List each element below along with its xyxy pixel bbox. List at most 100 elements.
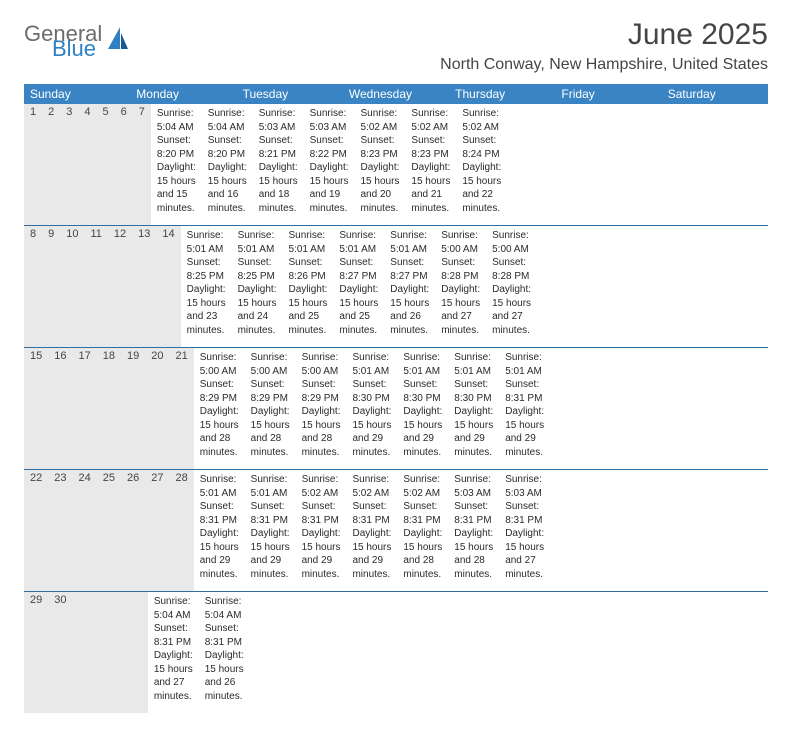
day-number: 14 bbox=[156, 226, 180, 347]
day-number: 3 bbox=[60, 104, 78, 225]
day-detail-line: Daylight: 15 hours bbox=[208, 161, 247, 188]
day-cell: Sunrise: 5:01 AMSunset: 8:25 PMDaylight:… bbox=[181, 226, 232, 347]
day-detail-line: and 15 minutes. bbox=[157, 188, 196, 215]
day-detail-line: Daylight: 15 hours bbox=[187, 283, 226, 310]
day-detail-line: and 25 minutes. bbox=[339, 310, 378, 337]
day-cell: Sunrise: 5:04 AMSunset: 8:20 PMDaylight:… bbox=[151, 104, 202, 225]
day-cell: Sunrise: 5:00 AMSunset: 8:29 PMDaylight:… bbox=[245, 348, 296, 469]
day-detail-line: Daylight: 15 hours bbox=[238, 283, 277, 310]
day-detail-line: Sunset: 8:31 PM bbox=[505, 500, 544, 527]
day-number: 27 bbox=[145, 470, 169, 591]
week-row: 891011121314Sunrise: 5:01 AMSunset: 8:25… bbox=[24, 226, 768, 348]
day-detail-line: Sunset: 8:21 PM bbox=[259, 134, 298, 161]
day-cell: Sunrise: 5:01 AMSunset: 8:26 PMDaylight:… bbox=[282, 226, 333, 347]
day-detail-line: and 27 minutes. bbox=[505, 554, 544, 581]
day-number: 2 bbox=[42, 104, 60, 225]
day-detail-line: Daylight: 15 hours bbox=[505, 527, 544, 554]
day-cell: Sunrise: 5:01 AMSunset: 8:30 PMDaylight:… bbox=[397, 348, 448, 469]
day-detail-line: Sunset: 8:23 PM bbox=[361, 134, 400, 161]
day-detail-line: Sunset: 8:31 PM bbox=[251, 500, 290, 527]
week-row: 1234567Sunrise: 5:04 AMSunset: 8:20 PMDa… bbox=[24, 104, 768, 226]
day-number: 19 bbox=[121, 348, 145, 469]
day-cell: Sunrise: 5:01 AMSunset: 8:31 PMDaylight:… bbox=[194, 470, 245, 591]
logo: General Blue bbox=[24, 18, 130, 60]
day-number: 17 bbox=[73, 348, 97, 469]
day-detail-line: Daylight: 15 hours bbox=[251, 527, 290, 554]
day-cell: Sunrise: 5:00 AMSunset: 8:29 PMDaylight:… bbox=[296, 348, 347, 469]
day-detail-line: and 18 minutes. bbox=[259, 188, 298, 215]
day-detail-line: Sunset: 8:31 PM bbox=[454, 500, 493, 527]
day-cell: Sunrise: 5:02 AMSunset: 8:24 PMDaylight:… bbox=[456, 104, 507, 225]
day-detail-line: Sunset: 8:23 PM bbox=[411, 134, 450, 161]
day-number: 29 bbox=[24, 592, 48, 713]
day-detail-line: and 19 minutes. bbox=[310, 188, 349, 215]
day-cell: Sunrise: 5:01 AMSunset: 8:27 PMDaylight:… bbox=[384, 226, 435, 347]
day-detail-line: Sunrise: 5:02 AM bbox=[462, 107, 501, 134]
day-detail-line: Daylight: 15 hours bbox=[454, 527, 493, 554]
day-detail-line: Sunrise: 5:01 AM bbox=[403, 351, 442, 378]
day-number: 18 bbox=[97, 348, 121, 469]
day-detail-line: Sunset: 8:24 PM bbox=[462, 134, 501, 161]
location: North Conway, New Hampshire, United Stat… bbox=[440, 56, 768, 74]
day-detail-line: Sunrise: 5:00 AM bbox=[200, 351, 239, 378]
day-detail-line: Sunset: 8:31 PM bbox=[352, 500, 391, 527]
day-detail-line: Daylight: 15 hours bbox=[505, 405, 544, 432]
day-number: 21 bbox=[170, 348, 194, 469]
day-cell: Sunrise: 5:01 AMSunset: 8:31 PMDaylight:… bbox=[499, 348, 550, 469]
day-detail-line: Daylight: 15 hours bbox=[462, 161, 501, 188]
day-cell: Sunrise: 5:00 AMSunset: 8:28 PMDaylight:… bbox=[486, 226, 537, 347]
day-detail-line: Daylight: 15 hours bbox=[205, 649, 244, 676]
day-detail-line: Sunrise: 5:02 AM bbox=[352, 473, 391, 500]
day-number: 12 bbox=[108, 226, 132, 347]
day-detail-line: Daylight: 15 hours bbox=[411, 161, 450, 188]
day-detail-line: Sunset: 8:20 PM bbox=[208, 134, 247, 161]
day-detail-line: Sunrise: 5:01 AM bbox=[352, 351, 391, 378]
day-detail-line: Sunset: 8:22 PM bbox=[310, 134, 349, 161]
day-number: 9 bbox=[42, 226, 60, 347]
day-detail-line: and 23 minutes. bbox=[187, 310, 226, 337]
month-title: June 2025 bbox=[440, 18, 768, 52]
day-detail-line: Daylight: 15 hours bbox=[200, 405, 239, 432]
day-detail-line: Daylight: 15 hours bbox=[251, 405, 290, 432]
day-cell: Sunrise: 5:04 AMSunset: 8:31 PMDaylight:… bbox=[199, 592, 250, 713]
day-detail-line: Sunrise: 5:01 AM bbox=[288, 229, 327, 256]
day-detail-line: Sunrise: 5:01 AM bbox=[187, 229, 226, 256]
weekday-header: Thursday bbox=[449, 84, 555, 104]
day-detail-line: Sunrise: 5:01 AM bbox=[454, 351, 493, 378]
day-number: 24 bbox=[73, 470, 97, 591]
day-detail-line: Sunrise: 5:01 AM bbox=[339, 229, 378, 256]
day-detail-line: Sunset: 8:31 PM bbox=[505, 378, 544, 405]
day-detail-line: Sunset: 8:29 PM bbox=[302, 378, 341, 405]
weekday-header: Tuesday bbox=[237, 84, 343, 104]
day-detail-line: and 16 minutes. bbox=[208, 188, 247, 215]
week-row: 15161718192021Sunrise: 5:00 AMSunset: 8:… bbox=[24, 348, 768, 470]
day-detail-line: Daylight: 15 hours bbox=[157, 161, 196, 188]
day-detail-line: and 21 minutes. bbox=[411, 188, 450, 215]
day-detail-line: and 29 minutes. bbox=[302, 554, 341, 581]
day-detail-line: and 29 minutes. bbox=[200, 554, 239, 581]
day-detail-line: Sunset: 8:31 PM bbox=[154, 622, 193, 649]
day-detail-line: and 28 minutes. bbox=[302, 432, 341, 459]
day-detail-line: Daylight: 15 hours bbox=[390, 283, 429, 310]
day-detail-line: and 29 minutes. bbox=[505, 432, 544, 459]
day-detail-line: Daylight: 15 hours bbox=[310, 161, 349, 188]
day-detail-line: Daylight: 15 hours bbox=[259, 161, 298, 188]
day-detail-line: Sunset: 8:25 PM bbox=[187, 256, 226, 283]
day-detail-line: Daylight: 15 hours bbox=[352, 527, 391, 554]
day-number: 8 bbox=[24, 226, 42, 347]
day-cell: Sunrise: 5:02 AMSunset: 8:31 PMDaylight:… bbox=[397, 470, 448, 591]
day-cell: Sunrise: 5:04 AMSunset: 8:20 PMDaylight:… bbox=[202, 104, 253, 225]
day-number: 26 bbox=[121, 470, 145, 591]
day-detail-line: Daylight: 15 hours bbox=[454, 405, 493, 432]
calendar: SundayMondayTuesdayWednesdayThursdayFrid… bbox=[24, 84, 768, 713]
weekday-header: Wednesday bbox=[343, 84, 449, 104]
day-detail-line: Sunrise: 5:01 AM bbox=[390, 229, 429, 256]
day-detail-line: Sunset: 8:31 PM bbox=[200, 500, 239, 527]
day-detail-line: and 20 minutes. bbox=[361, 188, 400, 215]
day-detail-line: Sunset: 8:26 PM bbox=[288, 256, 327, 283]
day-detail-line: and 22 minutes. bbox=[462, 188, 501, 215]
day-detail-line: Sunrise: 5:00 AM bbox=[302, 351, 341, 378]
day-number: 4 bbox=[78, 104, 96, 225]
day-number: 30 bbox=[48, 592, 72, 713]
day-detail-line: Daylight: 15 hours bbox=[403, 405, 442, 432]
